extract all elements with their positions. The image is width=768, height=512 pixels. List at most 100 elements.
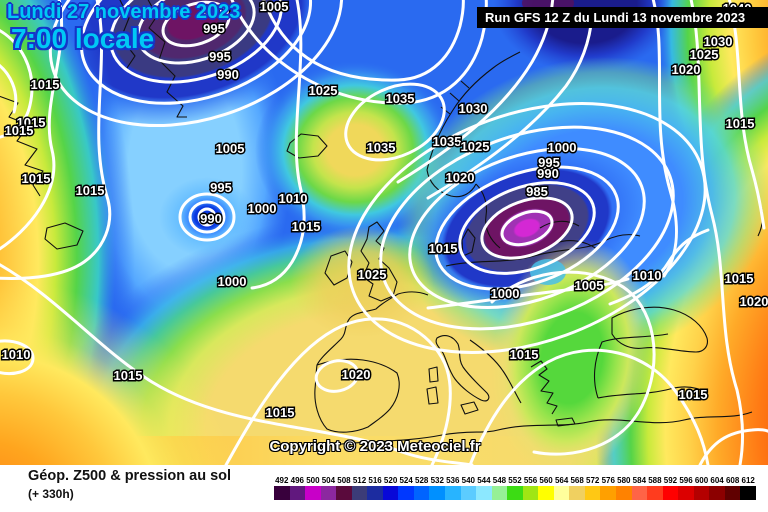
scale-color-box [709,486,725,500]
pressure-label: 995 [538,155,560,170]
weather-map: 1000995100599599010059959901015101510151… [0,0,768,465]
pressure-label: 1025 [690,47,719,62]
scale-value: 568 [570,476,584,485]
scale-value: 548 [492,476,507,485]
pressure-label: 1015 [22,171,51,186]
coast-baltic [445,234,641,267]
coast-south-norway [426,169,477,198]
color-scale: 492 496 500 504 508 512 516 520 524 528 532 536 540 5… [274,476,756,500]
coast-sicily [460,401,479,415]
forecast-step: (+ 330h) [28,487,74,501]
pressure-label: 985 [526,184,548,199]
coast-iberia [314,358,400,433]
pressure-label: 995 [210,180,232,195]
scale-color-box [631,486,648,500]
scale-color-box [569,486,585,500]
pressure-label: 1015 [76,183,105,198]
scale-color-box [289,486,306,500]
scale-value: 512 [352,476,367,485]
pressure-label: 1000 [248,201,277,216]
scale-color-box [382,486,399,500]
scale-color-box [367,486,383,500]
scale-value: 612 [741,476,755,485]
scale-value: 564 [554,476,569,485]
pressure-labels-layer: 1000995100599599010059959901015101510151… [0,0,768,422]
scale-color-box [351,486,368,500]
pressure-label: 1015 [510,347,539,362]
coast-sweden [475,183,501,249]
pressure-label: 1015 [5,123,34,138]
coast-greenland-west [119,0,136,69]
pressure-label: 1025 [461,139,490,154]
legend-strip: Géop. Z500 & pression au sol (+ 330h) 49… [0,465,768,512]
coast-finland [539,220,598,250]
scale-color-box [647,486,663,500]
scale-color-box [305,486,321,500]
pressure-label: 1015 [725,271,754,286]
pressure-label: 1010 [2,347,31,362]
scale-value: 532 [430,476,444,485]
scale-color-box [522,486,539,500]
pressure-label: 1015 [31,77,60,92]
coast-corsica [428,366,439,383]
scale-value: 524 [399,476,413,485]
pressure-label: 1015 [17,115,46,130]
isobar-contours [0,0,768,465]
pressure-label: 1005 [575,278,604,293]
scale-value: 520 [383,476,398,485]
scale-color-box [740,486,756,500]
coast-ireland [324,250,353,286]
coast-italy [435,335,490,402]
scale-value: 516 [368,476,382,485]
scale-value: 540 [461,476,476,485]
pressure-label: 1020 [342,367,371,382]
pressure-label: 1000 [491,286,520,301]
pressure-label: 990 [537,166,559,181]
pressure-label: 1010 [279,191,308,206]
pressure-label: 1005 [216,141,245,156]
scale-value: 492 [275,476,289,485]
coastlines [0,0,764,448]
scale-color-box [320,486,337,500]
scale-value: 544 [477,476,491,485]
coast-sardinia [426,386,439,405]
scale-value: 576 [601,476,615,485]
pressure-label: 995 [203,21,225,36]
scale-color-box [600,486,617,500]
pressure-label: 1025 [358,267,387,282]
pressure-label: 1020 [446,170,475,185]
pressure-label: 990 [200,211,222,226]
scale-value: 536 [446,476,460,485]
scale-color-box [678,486,694,500]
scale-color-box [413,486,430,500]
scale-value: 500 [306,476,320,485]
coast-turkey [593,333,708,399]
scale-color-box [460,486,477,500]
scale-value: 604 [710,476,724,485]
pressure-label: 1015 [292,219,321,234]
pressure-label: 1000 [218,274,247,289]
scale-color-box [724,486,741,500]
scale-value: 580 [617,476,631,485]
pressure-label: 1000 [548,140,577,155]
pressure-label: 990 [217,67,239,82]
coast-greenland [147,0,187,118]
pressure-label: 1015 [679,387,708,402]
coast-iceland [286,133,328,159]
pressure-label: 1025 [309,83,338,98]
pressure-label: 1035 [433,134,462,149]
scale-value: 528 [415,476,429,485]
scale-value: 496 [290,476,304,485]
pressure-label: 1000 [201,3,230,18]
scale-value: 572 [586,476,600,485]
scale-color-box [429,486,446,500]
color-scale-boxes [274,486,756,500]
scale-value: 584 [632,476,647,485]
scale-value: 552 [508,476,522,485]
scale-value: 508 [337,476,351,485]
scale-color-box [507,486,523,500]
scale-color-box [336,486,352,500]
pressure-label: 1020 [740,294,768,309]
pressure-label: 1035 [386,91,415,106]
